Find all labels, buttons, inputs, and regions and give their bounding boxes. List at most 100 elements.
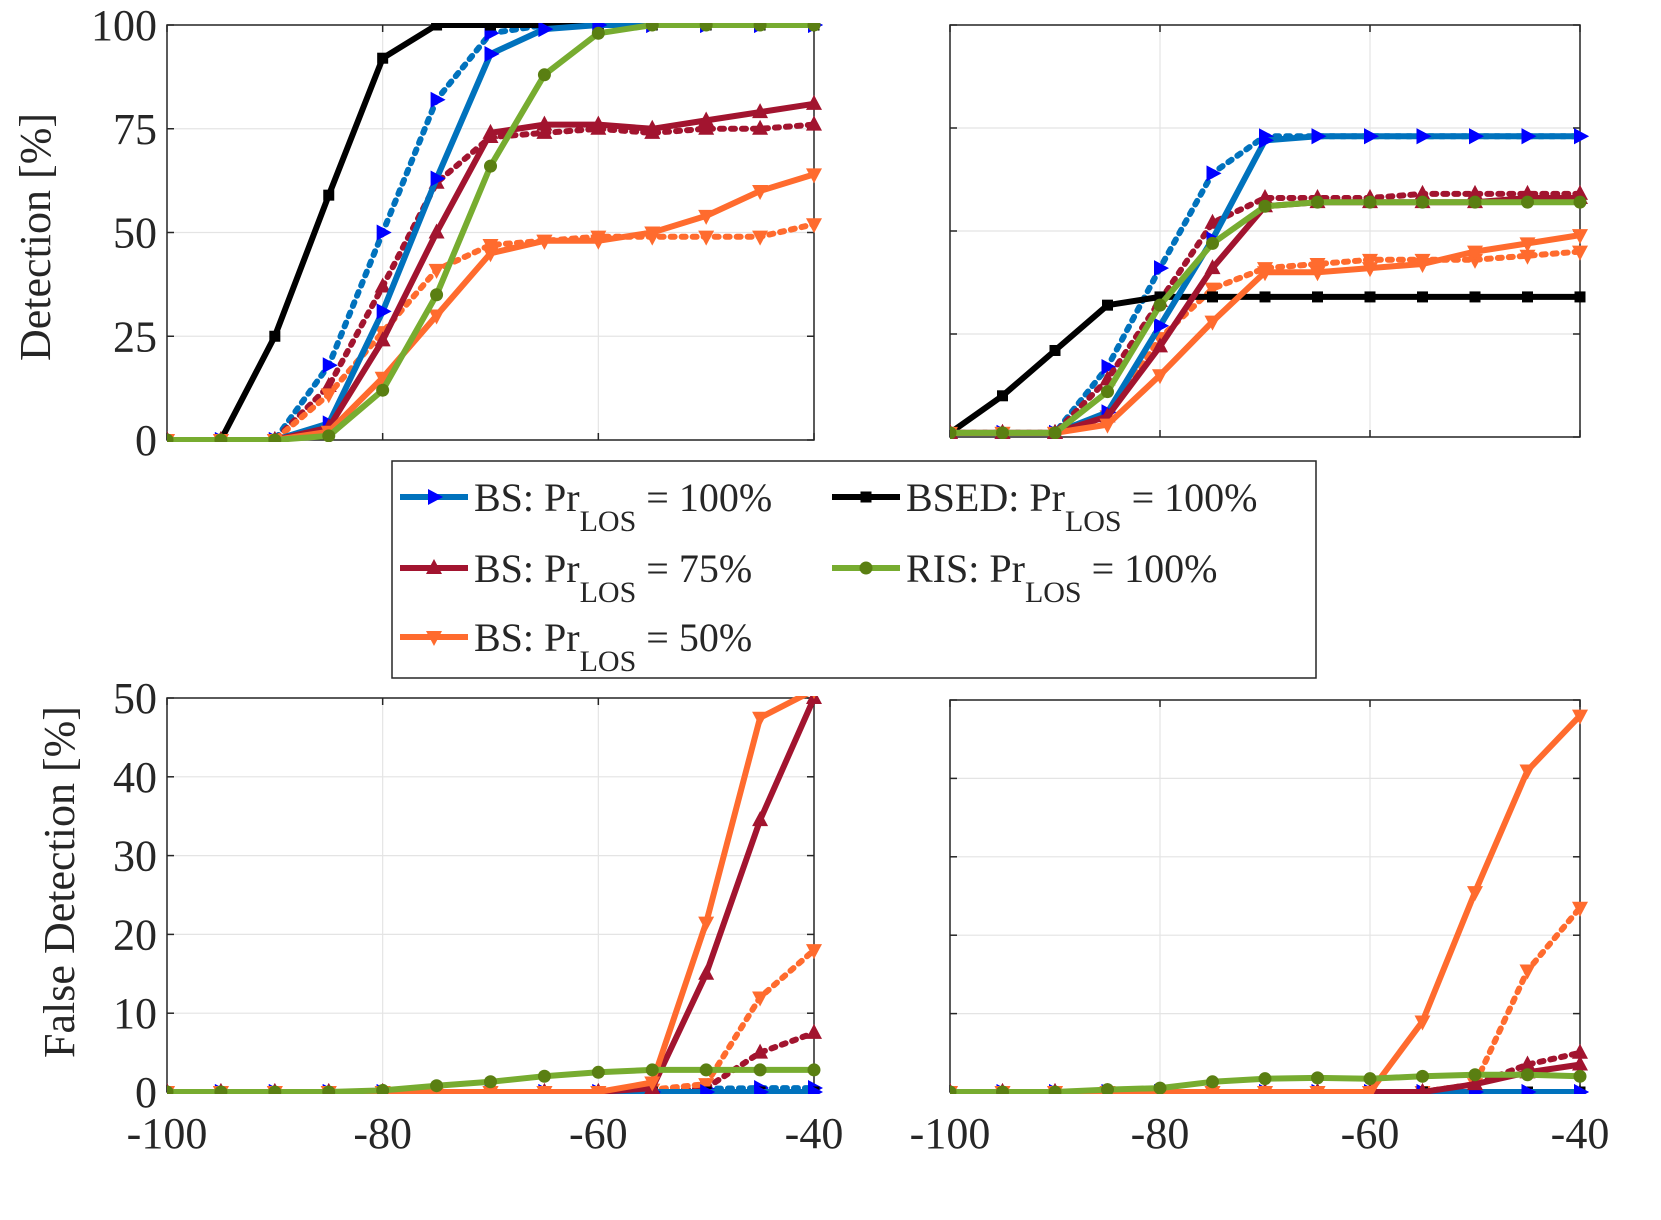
- data-point: [214, 1085, 228, 1094]
- data-point: [428, 223, 445, 239]
- data-point: [950, 1085, 957, 1094]
- data-point: [1207, 291, 1218, 303]
- series-group-top-right: [950, 128, 1589, 439]
- data-point: [644, 119, 661, 135]
- data-point: [1153, 1081, 1167, 1094]
- ylabel-top: Detection [%]: [11, 113, 60, 361]
- data-point: [806, 1023, 822, 1039]
- data-point: [1363, 1072, 1377, 1086]
- data-point: [1469, 128, 1484, 145]
- data-point: [700, 1084, 716, 1094]
- data-point: [482, 123, 499, 139]
- data-point: [536, 1086, 553, 1094]
- data-point: [1521, 128, 1537, 145]
- data-point: [374, 331, 391, 347]
- legend-label-sub: LOS: [580, 576, 637, 609]
- data-point: [376, 224, 392, 241]
- data-point: [806, 94, 822, 110]
- data-point: [1204, 282, 1221, 298]
- series-markers-ris100-solid: [950, 195, 1587, 439]
- data-point: [806, 168, 822, 184]
- data-point: [1154, 317, 1169, 334]
- data-point: [214, 433, 228, 442]
- data-point: [1521, 1068, 1534, 1082]
- data-point: [323, 189, 335, 201]
- data-point: [322, 429, 336, 442]
- ytick-label: 0: [135, 1068, 157, 1117]
- data-point: [698, 1078, 715, 1094]
- data-point: [1467, 245, 1483, 261]
- data-point: [1048, 426, 1062, 439]
- ytick-label: 50: [113, 674, 157, 723]
- data-point: [536, 234, 553, 250]
- data-point: [1468, 195, 1482, 209]
- data-point: [430, 91, 446, 108]
- data-point: [699, 1063, 713, 1077]
- xtick-label: -40: [785, 1109, 844, 1158]
- data-point: [320, 388, 337, 404]
- data-point: [1362, 262, 1378, 278]
- data-point: [482, 238, 499, 254]
- data-point: [1049, 344, 1061, 356]
- data-point: [1099, 418, 1116, 434]
- panels: 0 25 50 75 100 0 10 20 30 40 50 -100 -80 -60 -40 -100 -8…: [91, 1, 1609, 1158]
- legend-label-suffix: = 75%: [636, 546, 752, 591]
- data-point: [1467, 1075, 1483, 1091]
- data-point: [1257, 266, 1273, 282]
- data-point: [1469, 291, 1481, 303]
- data-point: [996, 1085, 1009, 1094]
- data-point: [377, 52, 389, 64]
- panel-bottom-left: 0 10 20 30 40 50 -100 -80 -60 -40: [113, 674, 843, 1158]
- data-point: [698, 916, 715, 932]
- data-point: [1257, 189, 1273, 205]
- series-markers-ris100-solid: [167, 23, 821, 442]
- data-point: [1467, 253, 1483, 269]
- data-point: [1467, 184, 1483, 200]
- legend-entry-bs100: BS: PrLOS = 100%: [400, 475, 772, 538]
- legend-marker-bsed100: [860, 491, 872, 503]
- data-point: [1152, 337, 1168, 353]
- data-point: [1467, 886, 1483, 902]
- legend-label-sub: LOS: [580, 645, 637, 678]
- data-point: [376, 303, 392, 320]
- data-point: [644, 226, 661, 242]
- xtick-label: -40: [1551, 1109, 1610, 1158]
- data-point: [1414, 1015, 1431, 1031]
- data-point: [1204, 213, 1221, 229]
- legend-label-ris100: RIS: PrLOS = 100%: [906, 546, 1218, 609]
- data-point: [1206, 236, 1219, 250]
- data-point: [752, 230, 769, 246]
- data-point: [1204, 1086, 1221, 1094]
- ytick-label: 50: [113, 209, 157, 258]
- data-point: [376, 1083, 390, 1094]
- legend-label-prefix: BS: Pr: [474, 615, 580, 660]
- series-group-top-left: [167, 23, 823, 442]
- legend-label-bs50: BS: PrLOS = 50%: [474, 615, 752, 678]
- data-point: [753, 23, 767, 32]
- data-point: [1521, 1084, 1537, 1094]
- data-point: [322, 1085, 336, 1094]
- data-point: [268, 433, 282, 442]
- data-point: [950, 426, 957, 439]
- ytick-label: 25: [113, 312, 157, 361]
- data-point: [1573, 1069, 1587, 1083]
- data-point: [268, 1085, 282, 1094]
- data-point: [752, 1043, 769, 1059]
- data-point: [1574, 291, 1586, 303]
- data-point: [537, 1069, 551, 1083]
- data-point: [1309, 266, 1326, 282]
- data-point: [590, 1086, 607, 1094]
- data-point: [1414, 184, 1431, 200]
- data-point: [1206, 1075, 1219, 1089]
- data-point: [536, 115, 553, 131]
- legend-label-sub: LOS: [1025, 576, 1082, 609]
- data-point: [484, 159, 497, 173]
- legend-marker-bs100: [428, 489, 443, 505]
- legend-label-bs100: BS: PrLOS = 100%: [474, 475, 772, 538]
- data-point: [322, 357, 338, 374]
- legend: BS: PrLOS = 100% BSED: PrLOS = 100%BS: Pr…: [391, 460, 1317, 679]
- data-point: [536, 123, 553, 139]
- data-point: [806, 944, 822, 960]
- series-group-bottom-right: [950, 709, 1589, 1094]
- data-point: [752, 103, 769, 119]
